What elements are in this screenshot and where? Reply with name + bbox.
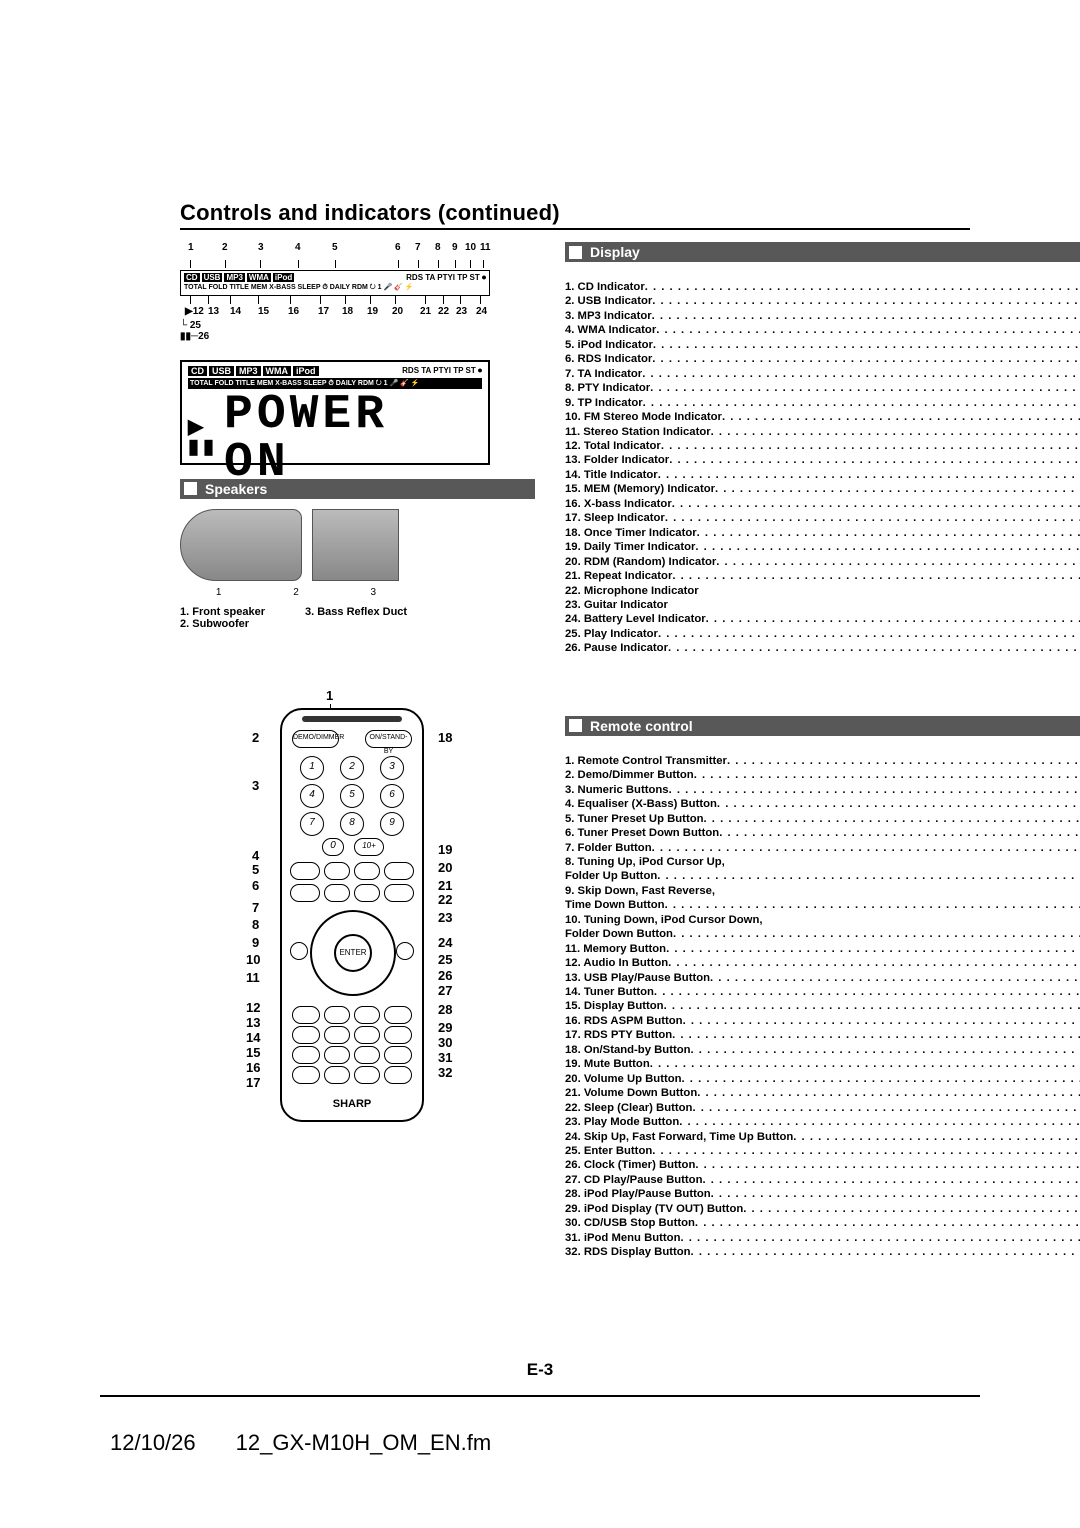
index-row: 4. Equaliser (X-Bass) Button. . . . . . … xyxy=(565,797,1080,811)
index-row: 9. TP Indicator. . . . . . . . . . . . .… xyxy=(565,396,1080,410)
indicator-26: ▮▮─26 xyxy=(180,331,535,342)
index-row: Folder Up Button. . . . . . . . . . . . … xyxy=(565,869,1080,883)
index-row: 5. iPod Indicator. . . . . . . . . . . .… xyxy=(565,338,1080,352)
index-row: 15. Display Button. . . . . . . . . . . … xyxy=(565,999,1080,1013)
speakers-figure xyxy=(180,509,535,581)
index-row: 8. Tuning Up, iPod Cursor Up, xyxy=(565,855,1080,869)
index-row: 16. X-bass Indicator. . . . . . . . . . … xyxy=(565,497,1080,511)
index-row: 21. Repeat Indicator. . . . . . . . . . … xyxy=(565,569,1080,583)
index-row: 10. FM Stereo Mode Indicator. . . . . . … xyxy=(565,410,1080,424)
remote-body: DEMO/DIMMER ON/STAND-BY 1 2 3 4 5 6 7 8 … xyxy=(280,708,424,1122)
index-row: 25. Play Indicator. . . . . . . . . . . … xyxy=(565,627,1080,641)
index-row: 12. Audio In Button. . . . . . . . . . .… xyxy=(565,956,1080,970)
index-row: 7. TA Indicator. . . . . . . . . . . . .… xyxy=(565,367,1080,381)
index-row: 22. Microphone Indicator xyxy=(565,584,1080,598)
remote-index-list: 1. Remote Control Transmitter. . . . . .… xyxy=(565,754,1080,1260)
indicator-ticks-top xyxy=(180,260,490,270)
index-row: 8. PTY Indicator. . . . . . . . . . . . … xyxy=(565,381,1080,395)
remote-figure: 1 2 3 4 5 6 7 8 9 10 11 12 13 14 15 16 xyxy=(180,700,520,1130)
indicator-top-numbers: 1 2 3 4 5 6 7 8 9 10 11 xyxy=(180,242,490,260)
index-row: 24. Skip Up, Fast Forward, Time Up Butto… xyxy=(565,1130,1080,1144)
index-row: 12. Total Indicator. . . . . . . . . . .… xyxy=(565,439,1080,453)
index-row: 18. On/Stand-by Button. . . . . . . . . … xyxy=(565,1043,1080,1057)
index-row: 9. Skip Down, Fast Reverse, xyxy=(565,884,1080,898)
speakers-numbers: 123 xyxy=(180,587,412,598)
index-row: 20. RDM (Random) Indicator. . . . . . . … xyxy=(565,555,1080,569)
index-row: 31. iPod Menu Button. . . . . . . . . . … xyxy=(565,1231,1080,1245)
index-row: 19. Mute Button. . . . . . . . . . . . .… xyxy=(565,1057,1080,1071)
index-row: 23. Play Mode Button. . . . . . . . . . … xyxy=(565,1115,1080,1129)
indicator-25: └ 25 xyxy=(180,320,535,331)
page-title: Controls and indicators (continued) xyxy=(180,200,970,230)
index-row: 2. Demo/Dimmer Button. . . . . . . . . .… xyxy=(565,768,1080,782)
index-row: 27. CD Play/Pause Button. . . . . . . . … xyxy=(565,1173,1080,1187)
indicator-ticks-bot xyxy=(180,296,490,306)
section-remote: Remote control xyxy=(565,716,1080,736)
footer: 12/10/26 12_GX-M10H_OM_EN.fm xyxy=(110,1430,491,1456)
index-row: 23. Guitar Indicator xyxy=(565,598,1080,612)
index-row: Folder Down Button. . . . . . . . . . . … xyxy=(565,927,1080,941)
index-row: 7. Folder Button. . . . . . . . . . . . … xyxy=(565,841,1080,855)
index-row: 4. WMA Indicator. . . . . . . . . . . . … xyxy=(565,323,1080,337)
indicator-diagram-small: CDUSBMP3WMAiPod RDS TA PTYI TP ST ⏺ TOTA… xyxy=(180,270,490,296)
page-header-2: Page xyxy=(565,738,1080,752)
index-row: 29. iPod Display (TV OUT) Button. . . . … xyxy=(565,1202,1080,1216)
index-row: 13. Folder Indicator. . . . . . . . . . … xyxy=(565,453,1080,467)
index-row: 18. Once Timer Indicator. . . . . . . . … xyxy=(565,526,1080,540)
footer-rule xyxy=(100,1395,980,1397)
index-row: 3. Numeric Buttons. . . . . . . . . . . … xyxy=(565,783,1080,797)
index-row: 25. Enter Button. . . . . . . . . . . . … xyxy=(565,1144,1080,1158)
index-row: 2. USB Indicator. . . . . . . . . . . . … xyxy=(565,294,1080,308)
indicator-bot-numbers: ▶12 13 14 15 16 17 18 19 20 21 22 23 24 xyxy=(180,306,490,320)
index-row: 6. Tuner Preset Down Button. . . . . . .… xyxy=(565,826,1080,840)
index-row: 21. Volume Down Button. . . . . . . . . … xyxy=(565,1086,1080,1100)
index-row: 11. Stereo Station Indicator. . . . . . … xyxy=(565,425,1080,439)
index-row: 1. Remote Control Transmitter. . . . . .… xyxy=(565,754,1080,768)
index-row: 26. Clock (Timer) Button. . . . . . . . … xyxy=(565,1158,1080,1172)
speakers-legend: 1. Front speaker 2. Subwoofer 3. Bass Re… xyxy=(180,606,535,630)
lcd-display: CDUSBMP3WMAiPod RDS TA PTYI TP ST ⏺ TOTA… xyxy=(180,360,490,465)
section-display: Display xyxy=(565,242,1080,262)
index-row: 11. Memory Button. . . . . . . . . . . .… xyxy=(565,942,1080,956)
index-row: 10. Tuning Down, iPod Cursor Down, xyxy=(565,913,1080,927)
index-row: 32. RDS Display Button. . . . . . . . . … xyxy=(565,1245,1080,1259)
display-index-list: 1. CD Indicator. . . . . . . . . . . . .… xyxy=(565,280,1080,656)
index-row: 17. RDS PTY Button. . . . . . . . . . . … xyxy=(565,1028,1080,1042)
index-row: 15. MEM (Memory) Indicator. . . . . . . … xyxy=(565,482,1080,496)
index-row: 30. CD/USB Stop Button. . . . . . . . . … xyxy=(565,1216,1080,1230)
index-row: 14. Tuner Button. . . . . . . . . . . . … xyxy=(565,985,1080,999)
index-row: 22. Sleep (Clear) Button. . . . . . . . … xyxy=(565,1101,1080,1115)
index-row: 3. MP3 Indicator. . . . . . . . . . . . … xyxy=(565,309,1080,323)
index-row: 26. Pause Indicator. . . . . . . . . . .… xyxy=(565,641,1080,655)
index-row: 1. CD Indicator. . . . . . . . . . . . .… xyxy=(565,280,1080,294)
index-row: 13. USB Play/Pause Button. . . . . . . .… xyxy=(565,971,1080,985)
index-row: 14. Title Indicator. . . . . . . . . . .… xyxy=(565,468,1080,482)
page-header-1: Page xyxy=(565,264,1080,278)
index-row: 24. Battery Level Indicator. . . . . . .… xyxy=(565,612,1080,626)
index-row: 20. Volume Up Button. . . . . . . . . . … xyxy=(565,1072,1080,1086)
index-row: Time Down Button. . . . . . . . . . . . … xyxy=(565,898,1080,912)
index-row: 17. Sleep Indicator. . . . . . . . . . .… xyxy=(565,511,1080,525)
index-row: 28. iPod Play/Pause Button. . . . . . . … xyxy=(565,1187,1080,1201)
index-row: 19. Daily Timer Indicator. . . . . . . .… xyxy=(565,540,1080,554)
index-row: 6. RDS Indicator. . . . . . . . . . . . … xyxy=(565,352,1080,366)
page-number: E-3 xyxy=(0,1360,1080,1380)
index-row: 16. RDS ASPM Button. . . . . . . . . . .… xyxy=(565,1014,1080,1028)
index-row: 5. Tuner Preset Up Button. . . . . . . .… xyxy=(565,812,1080,826)
